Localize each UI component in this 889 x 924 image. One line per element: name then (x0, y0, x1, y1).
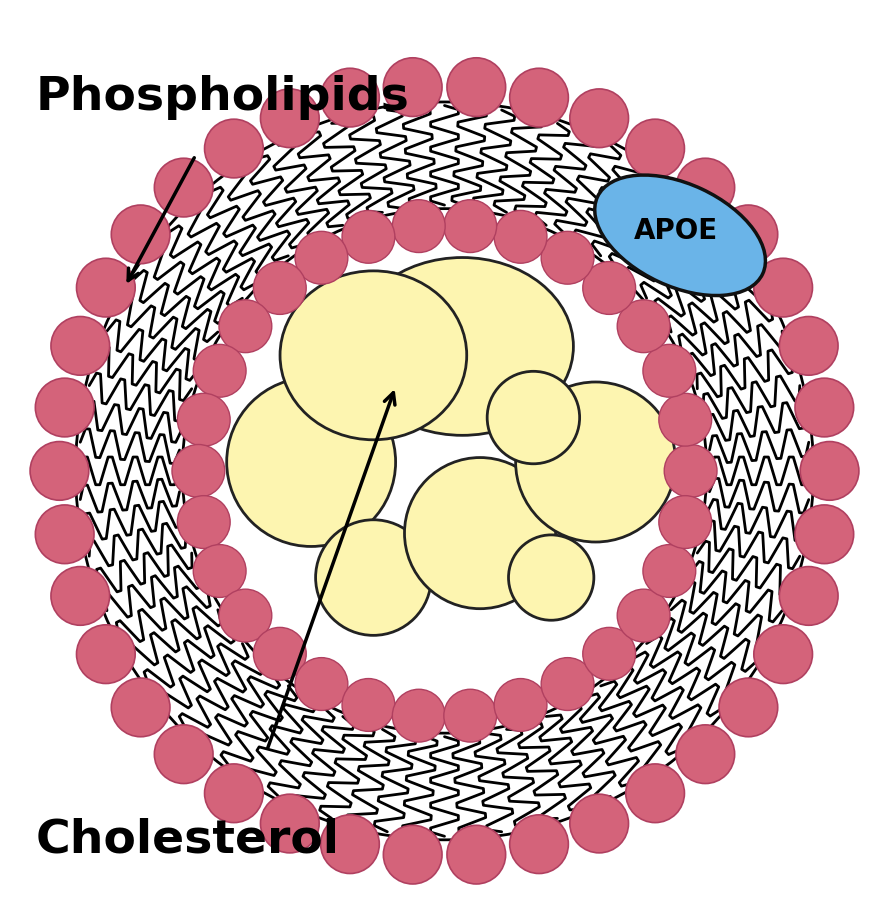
Ellipse shape (487, 371, 580, 464)
Circle shape (383, 825, 442, 884)
Circle shape (383, 58, 442, 116)
Circle shape (177, 495, 230, 549)
Circle shape (795, 378, 853, 437)
Circle shape (111, 205, 170, 263)
Circle shape (754, 625, 813, 684)
Circle shape (204, 119, 263, 177)
Circle shape (76, 259, 135, 317)
Ellipse shape (280, 271, 467, 440)
Circle shape (444, 689, 497, 742)
Circle shape (626, 764, 685, 822)
Circle shape (36, 505, 94, 564)
Circle shape (494, 678, 547, 732)
Circle shape (219, 299, 272, 353)
Circle shape (51, 317, 109, 375)
Ellipse shape (595, 175, 765, 296)
Circle shape (583, 627, 636, 680)
Circle shape (76, 102, 813, 840)
Circle shape (30, 442, 89, 500)
Circle shape (795, 505, 853, 564)
Circle shape (447, 58, 506, 116)
Circle shape (626, 119, 685, 177)
Circle shape (342, 211, 395, 263)
Circle shape (617, 590, 670, 642)
Circle shape (76, 625, 135, 684)
Circle shape (193, 544, 246, 598)
Circle shape (295, 231, 348, 285)
Text: Phospholipids: Phospholipids (36, 75, 410, 120)
Circle shape (321, 815, 380, 873)
Circle shape (509, 815, 568, 873)
Circle shape (253, 261, 306, 314)
Circle shape (260, 795, 319, 853)
Ellipse shape (516, 382, 676, 542)
Circle shape (51, 566, 109, 626)
Circle shape (664, 444, 717, 497)
Circle shape (800, 442, 859, 500)
Circle shape (321, 68, 380, 127)
Circle shape (182, 209, 707, 733)
Circle shape (253, 627, 306, 680)
Circle shape (570, 89, 629, 148)
Circle shape (172, 444, 225, 497)
Circle shape (676, 158, 734, 217)
Ellipse shape (227, 378, 396, 546)
Circle shape (780, 566, 838, 626)
Circle shape (541, 231, 594, 285)
Circle shape (659, 495, 712, 549)
Circle shape (342, 678, 395, 732)
Circle shape (177, 394, 230, 446)
Ellipse shape (404, 457, 556, 609)
Circle shape (392, 200, 445, 252)
Circle shape (44, 69, 845, 872)
Circle shape (219, 590, 272, 642)
Circle shape (295, 658, 348, 711)
Circle shape (570, 795, 629, 853)
Circle shape (676, 724, 734, 784)
Text: APOE: APOE (634, 217, 717, 245)
Circle shape (447, 825, 506, 884)
Circle shape (193, 345, 246, 397)
Circle shape (659, 394, 712, 446)
Circle shape (719, 205, 778, 263)
Circle shape (494, 211, 547, 263)
Circle shape (617, 299, 670, 353)
Circle shape (155, 158, 213, 217)
Ellipse shape (316, 520, 431, 636)
Circle shape (583, 261, 636, 314)
Circle shape (754, 259, 813, 317)
Circle shape (643, 345, 696, 397)
Ellipse shape (351, 258, 573, 435)
Circle shape (444, 200, 497, 252)
Circle shape (643, 544, 696, 598)
Circle shape (204, 764, 263, 822)
Text: Cholesterol: Cholesterol (36, 818, 340, 862)
Ellipse shape (509, 535, 594, 620)
Circle shape (36, 378, 94, 437)
Circle shape (392, 689, 445, 742)
Circle shape (541, 658, 594, 711)
Circle shape (260, 89, 319, 148)
Circle shape (111, 678, 170, 736)
Circle shape (509, 68, 568, 127)
Circle shape (780, 317, 838, 375)
Circle shape (155, 724, 213, 784)
Circle shape (719, 678, 778, 736)
